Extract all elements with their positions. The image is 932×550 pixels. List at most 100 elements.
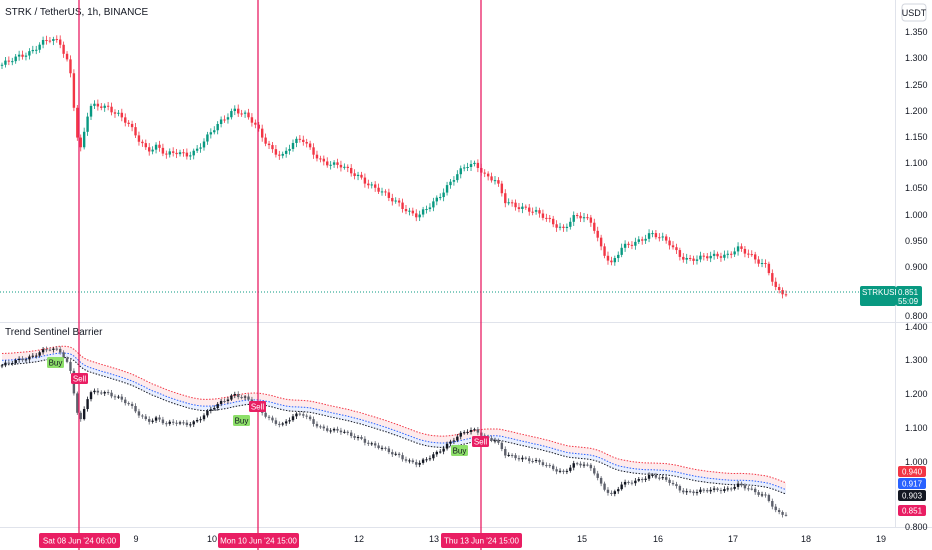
last-price-badge[interactable]: STRKUSDT 0.851 55:09 bbox=[860, 286, 922, 306]
indicator-candle-body bbox=[397, 453, 401, 456]
indicator-candle-body bbox=[435, 451, 438, 455]
candle-body bbox=[168, 151, 171, 155]
indicator-candle-body bbox=[144, 416, 147, 420]
candle-body bbox=[130, 123, 134, 128]
price-tick: 1.100 bbox=[905, 158, 928, 168]
indicator-candle-body bbox=[96, 390, 100, 393]
candle-body bbox=[415, 213, 418, 218]
indicator-candle-body bbox=[106, 392, 110, 394]
indicator-candle-body bbox=[59, 348, 62, 353]
indicator-candle-body bbox=[668, 479, 671, 483]
candle-body bbox=[350, 167, 353, 174]
candle-body bbox=[439, 197, 442, 199]
indicator-candle-body bbox=[569, 467, 572, 471]
candle-body bbox=[569, 221, 572, 227]
candle-body bbox=[343, 166, 346, 168]
indicator-candle-body bbox=[606, 489, 610, 493]
candle-body bbox=[370, 184, 373, 186]
time-flag-1[interactable]: Sat 08 Jun '24 06:00 bbox=[39, 533, 120, 548]
indicator-candle-body bbox=[82, 409, 86, 420]
candle-body bbox=[469, 164, 473, 168]
candle-body bbox=[517, 207, 521, 210]
time-tick: 15 bbox=[577, 534, 587, 544]
indicator-candle-body bbox=[31, 355, 35, 357]
candle-body bbox=[500, 183, 504, 194]
candle-body bbox=[274, 149, 278, 155]
symbol-title[interactable]: STRK / TetherUS, 1h, BINANCE bbox=[5, 7, 149, 18]
indicator-candle-body bbox=[93, 390, 96, 393]
currency-button[interactable]: USDT bbox=[901, 3, 927, 22]
indicator-candle-body bbox=[439, 451, 442, 453]
signal-buy[interactable]: Buy bbox=[451, 445, 468, 456]
candle-body bbox=[596, 230, 599, 238]
price-candles bbox=[0, 35, 788, 299]
candle-body bbox=[284, 150, 288, 154]
candle-body bbox=[774, 281, 777, 288]
candle-body bbox=[346, 166, 349, 168]
candle-body bbox=[688, 257, 692, 259]
indicator-candle-body bbox=[589, 464, 593, 469]
signal-buy[interactable]: Buy bbox=[233, 415, 250, 426]
time-flag-2[interactable]: Mon 10 Jun '24 15:00 bbox=[218, 533, 299, 548]
indicator-candle-body bbox=[641, 479, 644, 481]
signal-sell[interactable]: Sell bbox=[71, 373, 88, 384]
candle-body bbox=[192, 150, 195, 156]
candle-body bbox=[736, 246, 740, 252]
signal-sell[interactable]: Sell bbox=[249, 401, 266, 412]
indicator-candle-body bbox=[613, 491, 617, 494]
candle-body bbox=[528, 207, 531, 212]
indicator-candle-body bbox=[469, 430, 473, 432]
candle-body bbox=[363, 177, 367, 184]
indicator-candle-body bbox=[373, 443, 377, 446]
time-tick: 17 bbox=[728, 534, 738, 544]
time-tick: 18 bbox=[801, 534, 811, 544]
indicator-candle-body bbox=[555, 469, 558, 472]
candle-body bbox=[606, 255, 610, 261]
band-fill-lower bbox=[2, 353, 786, 495]
candle-body bbox=[483, 172, 486, 174]
indicator-candle-body bbox=[733, 486, 736, 489]
indicator-candle-body bbox=[391, 452, 394, 455]
price-axis[interactable]: 1.350 1.300 1.250 1.200 1.150 1.100 1.05… bbox=[905, 27, 928, 321]
candle-body bbox=[743, 248, 747, 254]
candle-body bbox=[0, 64, 4, 66]
candle-body bbox=[62, 44, 65, 54]
candle-body bbox=[134, 127, 137, 136]
lower-band-value: 0.903 bbox=[902, 492, 923, 501]
candle-body bbox=[298, 138, 302, 140]
candle-body bbox=[421, 209, 425, 215]
candle-body bbox=[692, 258, 695, 261]
candle-body bbox=[442, 192, 445, 198]
time-flag-3[interactable]: Thu 13 Jun '24 15:00 bbox=[441, 533, 522, 548]
indicator-candle-body bbox=[86, 399, 89, 410]
indicator-axis[interactable]: 1.400 1.300 1.200 1.100 1.000 0.800 bbox=[905, 322, 928, 532]
candle-body bbox=[69, 59, 72, 74]
signal-sell[interactable]: Sell bbox=[472, 436, 489, 447]
candle-body bbox=[124, 117, 127, 123]
candle-body bbox=[678, 250, 682, 257]
indicator-value-badges[interactable]: 0.940 0.917 0.903 0.851 bbox=[898, 466, 926, 516]
indicator-candle-body bbox=[671, 482, 675, 485]
candle-body bbox=[641, 239, 644, 241]
time-axis[interactable]: 9 10 12 13 15 16 17 18 19 bbox=[133, 534, 886, 544]
indicator-candle-body bbox=[428, 458, 432, 460]
candle-body bbox=[137, 135, 141, 142]
candle-body bbox=[394, 200, 397, 202]
indicator-title[interactable]: Trend Sentinel Barrier bbox=[5, 327, 103, 338]
indicator-candle-body bbox=[709, 489, 712, 492]
candle-body bbox=[336, 162, 339, 165]
candle-body bbox=[555, 224, 558, 228]
indicator-candle-body bbox=[524, 457, 528, 459]
indicator-candle-body bbox=[45, 349, 48, 351]
signal-buy[interactable]: Buy bbox=[47, 357, 64, 368]
indicator-candle-body bbox=[213, 408, 216, 410]
candle-body bbox=[76, 107, 79, 138]
candle-body bbox=[339, 164, 343, 168]
indicator-candle-body bbox=[736, 483, 740, 487]
candle-body bbox=[356, 174, 360, 177]
indicator-candle-body bbox=[528, 458, 531, 462]
candle-body bbox=[106, 105, 110, 107]
indicator-candle-body bbox=[274, 420, 278, 424]
indicator-candle-body bbox=[233, 393, 237, 396]
